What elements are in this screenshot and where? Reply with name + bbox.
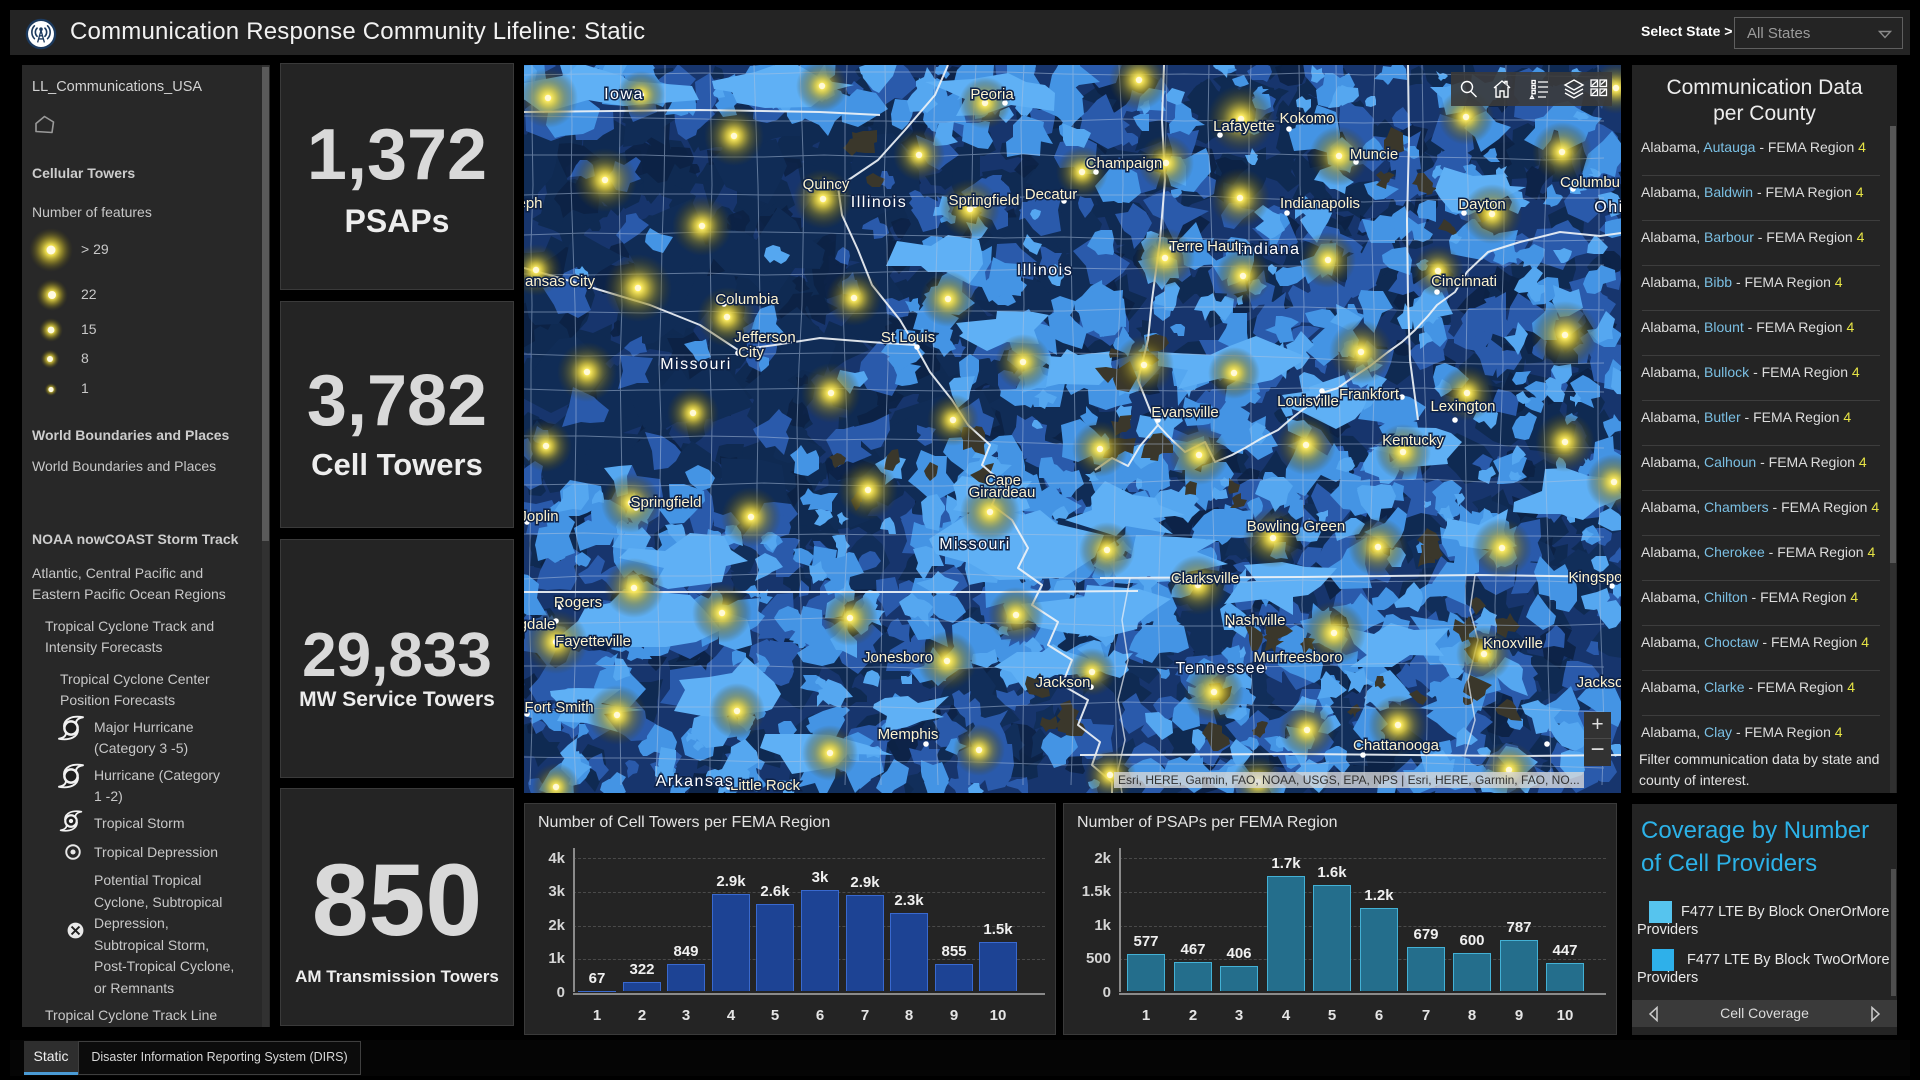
- svg-text:Illinois: Illinois: [851, 194, 907, 211]
- svg-text:Indiana: Indiana: [1238, 241, 1301, 258]
- svg-text:Jefferson: Jefferson: [734, 329, 795, 346]
- svg-text:Ohi: Ohi: [1594, 199, 1621, 216]
- svg-text:Springfield: Springfield: [949, 192, 1020, 209]
- svg-text:Rogers: Rogers: [554, 594, 602, 611]
- svg-text:Kingsport: Kingsport: [1568, 569, 1621, 586]
- svg-text:Jonesboro: Jonesboro: [863, 649, 933, 666]
- svg-text:Missouri: Missouri: [939, 536, 1011, 553]
- svg-text:Frankfort: Frankfort: [1339, 386, 1400, 403]
- svg-text:Girardeau: Girardeau: [969, 484, 1036, 501]
- svg-text:City: City: [738, 344, 764, 361]
- svg-text:Cape: Cape: [985, 472, 1021, 489]
- svg-text:gdale: gdale: [524, 616, 555, 633]
- svg-text:Joplin: Joplin: [524, 508, 559, 525]
- svg-text:Decatur: Decatur: [1025, 186, 1078, 203]
- svg-text:Dayton: Dayton: [1458, 196, 1506, 213]
- svg-text:Terre Haute: Terre Haute: [1169, 238, 1247, 255]
- svg-text:Memphis: Memphis: [878, 726, 939, 743]
- svg-text:Iowa: Iowa: [604, 86, 644, 103]
- svg-text:Muncie: Muncie: [1350, 146, 1398, 163]
- svg-text:Nashville: Nashville: [1225, 612, 1286, 629]
- svg-text:Springfield: Springfield: [631, 494, 702, 511]
- svg-text:Lafayette: Lafayette: [1213, 118, 1275, 135]
- svg-text:Evansville: Evansville: [1151, 404, 1219, 421]
- svg-text:Cincinnati: Cincinnati: [1431, 273, 1497, 290]
- svg-text:Lexington: Lexington: [1430, 398, 1495, 415]
- svg-text:Little Rock: Little Rock: [730, 777, 801, 793]
- svg-text:Champaign: Champaign: [1086, 155, 1163, 172]
- svg-text:Tennessee: Tennessee: [1176, 660, 1267, 677]
- svg-text:Bowling Green: Bowling Green: [1247, 518, 1345, 535]
- svg-text:Quincy: Quincy: [803, 176, 850, 193]
- svg-text:Indianapolis: Indianapolis: [1280, 195, 1360, 212]
- svg-text:ansas City: ansas City: [525, 273, 596, 290]
- svg-text:Jackson: Jackson: [1035, 674, 1090, 691]
- svg-text:Fayetteville: Fayetteville: [555, 633, 631, 650]
- svg-text:Kentucky: Kentucky: [1382, 432, 1444, 449]
- svg-text:Chattanooga: Chattanooga: [1353, 737, 1440, 754]
- svg-text:Louisville: Louisville: [1277, 393, 1339, 410]
- svg-text:Peoria: Peoria: [970, 86, 1014, 103]
- svg-text:Arkansas: Arkansas: [656, 773, 735, 790]
- svg-text:Columbia: Columbia: [715, 291, 779, 308]
- svg-text:Knoxville: Knoxville: [1483, 635, 1543, 652]
- svg-text:Fort Smith: Fort Smith: [524, 699, 593, 716]
- svg-text:Illinois: Illinois: [1017, 262, 1073, 279]
- svg-text:Missouri: Missouri: [660, 356, 732, 373]
- svg-text:Columbu: Columbu: [1560, 174, 1620, 191]
- svg-text:Clarksville: Clarksville: [1171, 570, 1239, 587]
- svg-text:Jackso: Jackso: [1577, 674, 1621, 691]
- svg-text:eph: eph: [524, 195, 543, 212]
- svg-text:Murfreesboro: Murfreesboro: [1253, 649, 1342, 666]
- svg-text:St Louis: St Louis: [881, 329, 935, 346]
- svg-text:Kokomo: Kokomo: [1279, 110, 1334, 127]
